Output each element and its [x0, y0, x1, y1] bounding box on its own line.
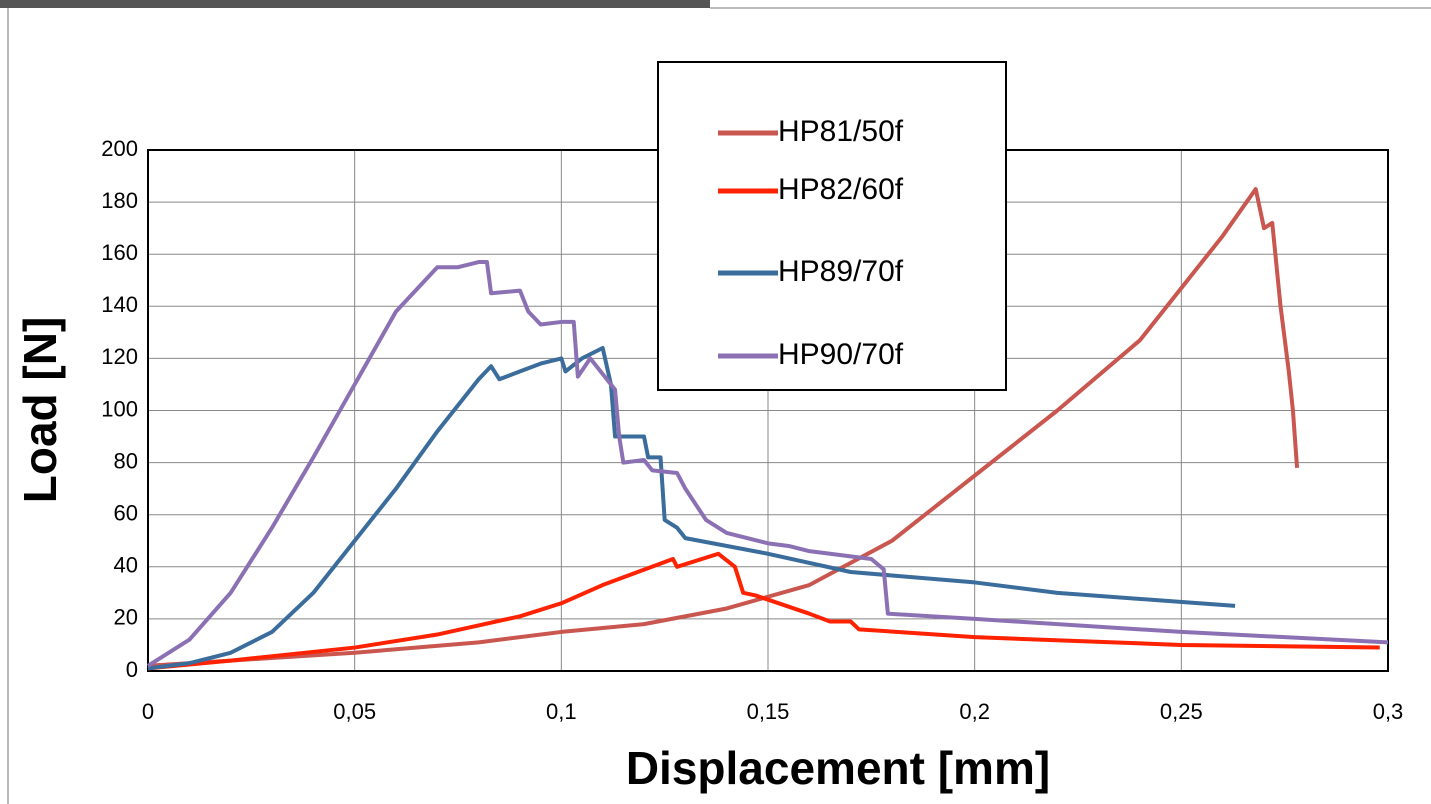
y-tick-label: 0 — [126, 657, 138, 682]
x-tick-label: 0,05 — [333, 699, 376, 724]
y-tick-label: 180 — [101, 188, 138, 213]
y-tick-label: 20 — [114, 605, 138, 630]
y-tick-label: 160 — [101, 240, 138, 265]
y-tick-label: 100 — [101, 396, 138, 421]
y-axis-title: Load [N] — [14, 317, 66, 504]
legend-label: HP81/50f — [778, 115, 904, 148]
y-tick-label: 200 — [101, 136, 138, 161]
legend-label: HP90/70f — [778, 338, 904, 371]
x-tick-label: 0 — [142, 699, 154, 724]
y-tick-label: 40 — [114, 553, 138, 578]
header-image-strip — [0, 0, 710, 8]
x-tick-label: 0,1 — [546, 699, 577, 724]
y-tick-label: 80 — [114, 448, 138, 473]
legend-label: HP82/60f — [778, 173, 904, 206]
x-tick-label: 0,15 — [747, 699, 790, 724]
x-tick-label: 0,2 — [959, 699, 990, 724]
x-tick-label: 0,25 — [1160, 699, 1203, 724]
series-line — [147, 551, 1380, 671]
y-tick-label: 60 — [114, 501, 138, 526]
series-line — [147, 345, 1236, 671]
series-line — [146, 260, 1389, 668]
legend-label: HP89/70f — [778, 255, 904, 288]
x-axis-title: Displacement [mm] — [626, 742, 1050, 794]
series-line — [147, 187, 1300, 668]
y-tick-label: 140 — [101, 292, 138, 317]
x-tick-label: 0,3 — [1373, 699, 1404, 724]
y-tick-label: 120 — [101, 344, 138, 369]
legend-box — [657, 61, 1007, 391]
